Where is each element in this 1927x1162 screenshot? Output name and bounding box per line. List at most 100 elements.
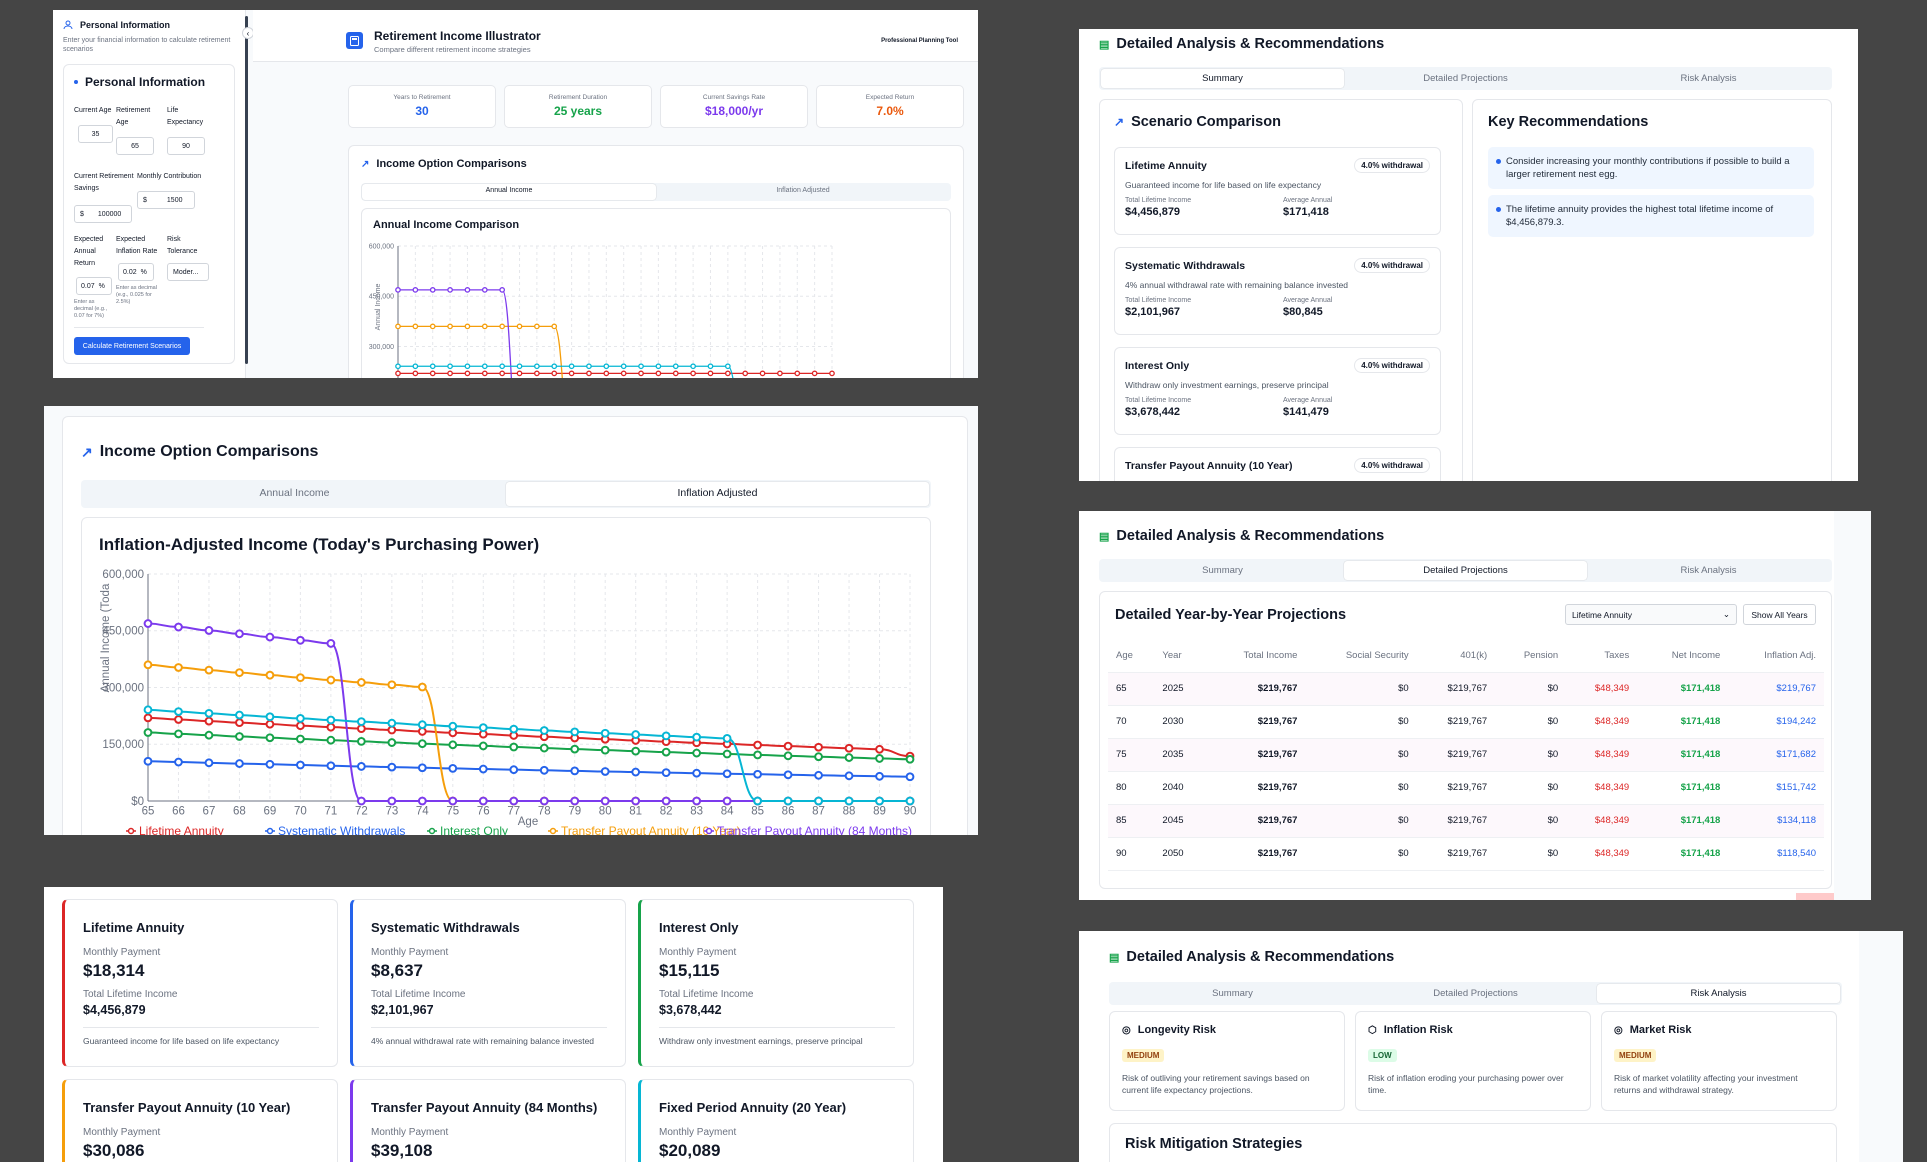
user-icon [63,20,73,30]
inflation-input[interactable]: 0.02% [118,263,154,281]
scenario-average: $171,418 [1283,206,1329,218]
personal-info-card: Personal Information Current Age 35 Reti… [63,64,235,364]
table-cell: $171,418 [1637,672,1729,706]
monthly-label: Monthly Payment [83,1127,161,1138]
stat-label: Retirement Duration [548,94,608,101]
risk-heading: ⬡ Inflation Risk [1368,1024,1578,1036]
total-label: Total Lifetime Income [659,989,754,1000]
retirement-age-label: Retirement Age [116,107,151,126]
tab-detailed-projections[interactable]: Detailed Projections [1344,561,1587,580]
table-cell: $171,418 [1637,738,1729,772]
table-cell: $171,418 [1637,771,1729,805]
tab-annual-income[interactable]: Annual Income [259,487,330,499]
income-comparison-title: Income Option Comparisons [376,158,527,170]
stat-label: Current Savings Rate [702,94,766,101]
scenario-select[interactable]: Lifetime Annuity ⌄ [1565,604,1737,625]
x-tick-label: 76 [477,806,490,818]
payment-card: Interest Only Monthly Payment $15,115 Total… [638,899,914,1067]
table-row: 90 2050 $219,767 $0 $219,767 $0 $48,349 $171,41… [1108,837,1824,871]
monthly-contribution-input[interactable]: $1500 [137,191,195,209]
data-point [481,287,488,293]
table-cell: $0 [1495,804,1567,838]
data-point [905,754,915,764]
data-point [722,749,732,759]
y-tick-label: 150,000 [102,739,144,751]
savings-value: 100000 [97,210,122,218]
y-axis-label: Annual Income [375,284,382,331]
data-point [235,668,244,678]
table-cell: $219,767 [1206,837,1306,871]
grid [147,573,911,802]
tab-detailed-projections[interactable]: Detailed Projections [1423,73,1508,84]
risk-tolerance-select[interactable]: Moder... [167,263,209,281]
risk-level-badge: MEDIUM [1122,1049,1165,1062]
tab-risk-analysis[interactable]: Risk Analysis [1680,73,1737,84]
tab-summary[interactable]: Summary [1212,988,1253,999]
risk-value: Moder... [173,268,199,276]
data-point [509,742,519,752]
data-point [174,757,183,767]
tab-inflation-adjusted[interactable]: Inflation Adjusted [506,482,929,506]
column-header: Inflation Adj. [1728,640,1824,673]
data-point [539,765,549,775]
data-point [905,796,915,806]
x-tick-label: 90 [904,806,917,818]
data-point [447,323,453,330]
data-point [814,752,823,762]
data-point [387,762,397,772]
tab-inflation-adjusted[interactable]: Inflation Adjusted [776,187,830,194]
data-point [235,710,244,720]
y-tick-label: 450,000 [369,294,394,301]
data-point [204,716,214,726]
data-point [296,721,305,731]
life-expectancy-input[interactable]: 90 [167,137,205,155]
tab-risk-analysis[interactable]: Risk Analysis [1597,984,1840,1003]
monthly-label: Monthly Payment [371,947,449,958]
sidebar-title: Personal Information [80,20,171,30]
show-all-years-button[interactable]: Show All Years [1743,604,1816,625]
legend-label: Transfer Payout Annuity (84 Months) [717,824,912,835]
table-cell: $48,349 [1566,672,1638,706]
expected-return-input[interactable]: 0.07% [76,277,112,295]
savings-input[interactable]: $100000 [74,205,132,223]
table-cell: $219,767 [1206,672,1306,706]
data-point [296,635,305,645]
data-point [783,751,793,761]
data-point [551,363,558,370]
data-point [794,370,801,377]
tab-detailed-projections[interactable]: Detailed Projections [1433,988,1518,999]
retirement-age-input[interactable]: 65 [116,137,154,155]
sidebar-header: Personal Information [63,20,235,30]
data-point [568,363,575,370]
monthly-contribution-label: Monthly Contribution [137,173,202,180]
scenario-description: 4% annual withdrawal rate with remaining… [1125,280,1349,290]
savings-label: Current Retirement Savings [74,173,134,192]
currency-prefix: $ [143,196,147,204]
table-cell: $48,349 [1566,837,1638,871]
data-point [387,725,397,735]
data-point [724,370,731,377]
monthly-label: Monthly Payment [659,1127,737,1138]
analysis-tabs: Summary Detailed Projections Risk Analys… [1109,982,1842,1005]
payment-card-title: Lifetime Annuity [83,920,185,935]
recommendations-title: Key Recommendations [1488,114,1649,130]
tab-risk-analysis[interactable]: Risk Analysis [1680,565,1737,576]
tab-summary[interactable]: Summary [1101,69,1344,88]
table-cell: $219,767 [1416,804,1496,838]
data-point [429,370,436,377]
sidebar-scrollbar[interactable] [245,16,248,364]
income-tabs: Annual Income Inflation Adjusted [81,480,931,508]
chevron-down-icon: ⌄ [1722,609,1730,619]
personal-info-heading: Personal Information [74,75,224,89]
tab-summary[interactable]: Summary [1202,565,1243,576]
calculate-button[interactable]: Calculate Retirement Scenarios [74,337,190,355]
projections-panel: ▤ Detailed Analysis & Recommendations Sum… [1079,511,1834,900]
column-header: Pension [1495,640,1567,673]
data-point [464,370,471,377]
data-point [204,665,214,675]
table-cell: $0 [1495,771,1567,805]
data-point [690,363,696,370]
data-point [395,363,401,370]
current-age-input[interactable]: 35 [78,125,113,143]
tab-annual-income[interactable]: Annual Income [362,184,656,200]
